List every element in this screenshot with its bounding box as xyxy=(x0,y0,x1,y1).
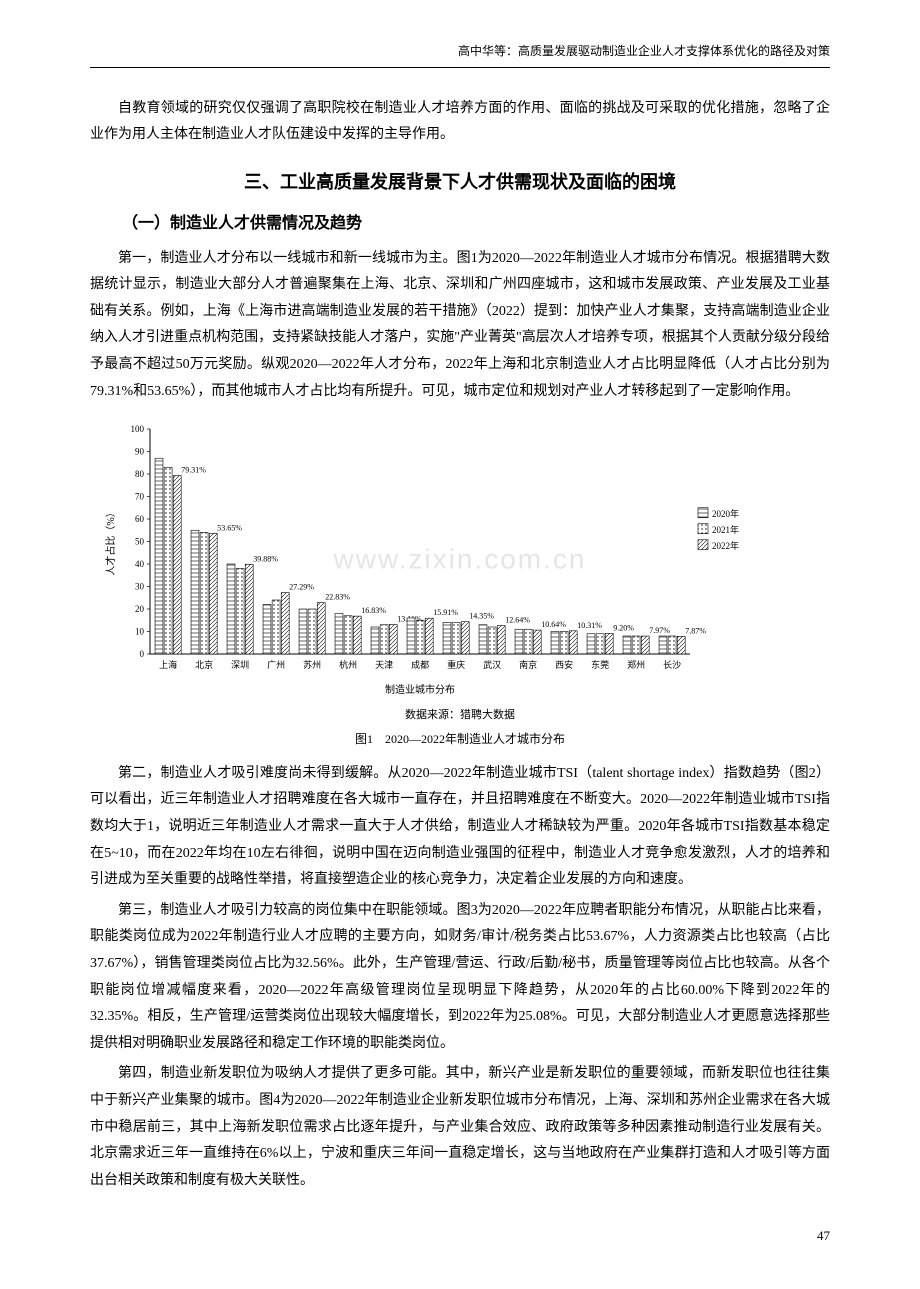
svg-text:2021年: 2021年 xyxy=(712,524,739,535)
svg-text:7.87%: 7.87% xyxy=(685,626,706,635)
subsection-title: （一）制造业人才供需情况及趋势 xyxy=(90,209,830,239)
svg-text:20: 20 xyxy=(135,604,145,614)
svg-text:长沙: 长沙 xyxy=(663,659,681,670)
svg-text:50: 50 xyxy=(135,537,145,547)
svg-text:制造业城市分布: 制造业城市分布 xyxy=(385,683,455,696)
svg-text:广州: 广州 xyxy=(267,659,285,670)
svg-text:60: 60 xyxy=(135,514,145,524)
paragraph-1: 第一，制造业人才分布以一线城市和新一线城市为主。图1为2020—2022年制造业… xyxy=(90,246,830,406)
svg-text:0: 0 xyxy=(140,649,145,659)
paragraph-2: 第二，制造业人才吸引难度尚未得到缓解。从2020—2022年制造业城市TSI（t… xyxy=(90,761,830,894)
svg-text:15.91%: 15.91% xyxy=(433,608,458,617)
svg-text:上海: 上海 xyxy=(159,659,177,670)
chart-source: 数据来源：猎聘大数据 xyxy=(90,705,830,726)
svg-text:39.88%: 39.88% xyxy=(253,554,278,563)
svg-text:郑州: 郑州 xyxy=(627,659,645,670)
paragraph-4: 第四，制造业新发职位为吸纳人才提供了更多可能。其中，新兴产业是新发职位的重要领域… xyxy=(90,1061,830,1194)
svg-text:北京: 北京 xyxy=(195,659,213,670)
svg-text:79.31%: 79.31% xyxy=(181,466,206,475)
svg-text:53.65%: 53.65% xyxy=(217,523,242,532)
svg-text:天津: 天津 xyxy=(375,660,393,670)
svg-text:7.97%: 7.97% xyxy=(649,626,670,635)
svg-text:10: 10 xyxy=(135,627,145,637)
section-title: 三、工业高质量发展背景下人才供需现状及面临的困境 xyxy=(90,165,830,199)
svg-text:重庆: 重庆 xyxy=(447,659,465,670)
svg-text:80: 80 xyxy=(135,469,145,479)
svg-text:成都: 成都 xyxy=(411,659,429,670)
svg-text:70: 70 xyxy=(135,492,145,502)
svg-text:9.20%: 9.20% xyxy=(613,623,634,632)
page-number: 47 xyxy=(90,1224,830,1249)
svg-text:西安: 西安 xyxy=(555,659,573,670)
svg-text:东莞: 东莞 xyxy=(591,659,609,670)
svg-text:30: 30 xyxy=(135,582,145,592)
figure-1-chart: 0 10 20 30 40 50 60 70 80 90 100 人才占比（%） 上海 79.31% 北京 5… xyxy=(100,419,820,699)
svg-text:深圳: 深圳 xyxy=(231,660,249,670)
svg-text:14.35%: 14.35% xyxy=(469,612,494,621)
svg-text:人才占比（%）: 人才占比（%） xyxy=(104,507,117,575)
svg-text:40: 40 xyxy=(135,559,145,569)
svg-text:100: 100 xyxy=(131,424,145,434)
svg-text:南京: 南京 xyxy=(519,659,537,670)
svg-text:22.83%: 22.83% xyxy=(325,593,350,602)
chart-caption: 图1 2020—2022年制造业人才城市分布 xyxy=(90,728,830,751)
svg-text:武汉: 武汉 xyxy=(483,659,501,670)
figure-1-container: 0 10 20 30 40 50 60 70 80 90 100 人才占比（%） 上海 79.31% 北京 5… xyxy=(90,419,830,699)
svg-text:16.83%: 16.83% xyxy=(361,606,386,615)
svg-text:苏州: 苏州 xyxy=(303,659,321,670)
svg-text:90: 90 xyxy=(135,447,145,457)
svg-text:2020年: 2020年 xyxy=(712,508,739,519)
svg-text:杭州: 杭州 xyxy=(339,659,357,670)
running-head: 高中华等：高质量发展驱动制造业企业人才支撑体系优化的路径及对策 xyxy=(90,40,830,68)
intro-paragraph: 自教育领域的研究仅仅强调了高职院校在制造业人才培养方面的作用、面临的挑战及可采取… xyxy=(90,96,830,149)
svg-text:10.31%: 10.31% xyxy=(577,621,602,630)
svg-text:10.64%: 10.64% xyxy=(541,620,566,629)
svg-text:2022年: 2022年 xyxy=(712,540,739,551)
paragraph-3: 第三，制造业人才吸引力较高的岗位集中在职能领域。图3为2020—2022年应聘者… xyxy=(90,898,830,1058)
svg-text:27.29%: 27.29% xyxy=(289,583,314,592)
svg-text:12.64%: 12.64% xyxy=(505,616,530,625)
